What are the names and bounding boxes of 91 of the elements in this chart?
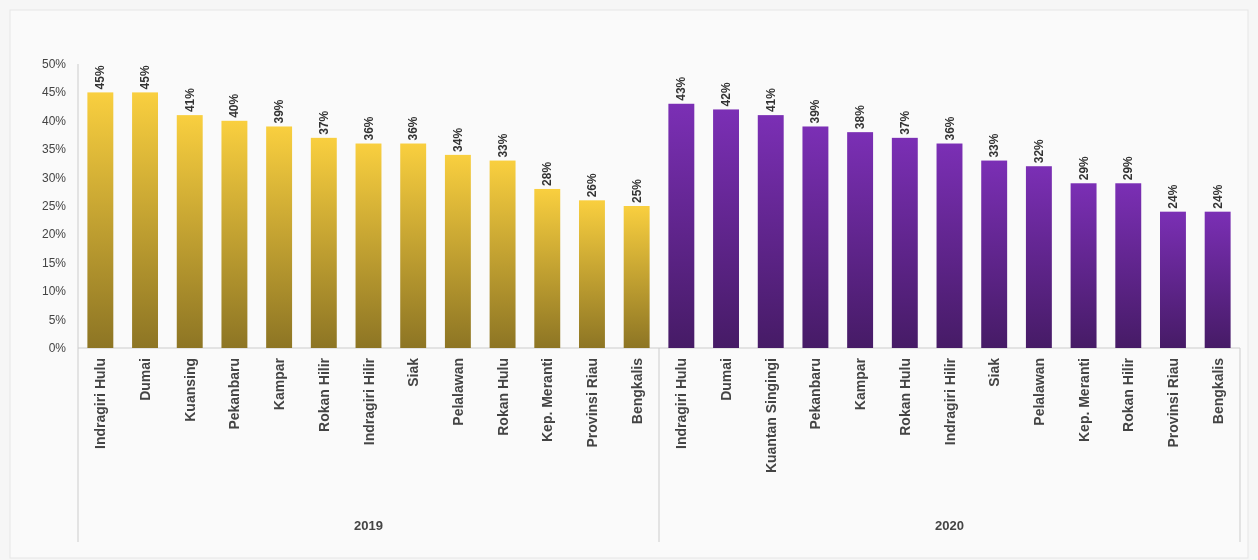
data-label: 26% (584, 172, 599, 198)
x-tick-label: Kampar (271, 357, 288, 411)
x-tick-label: Kep. Meranti (1075, 358, 1092, 443)
bar (444, 154, 471, 348)
bar (1204, 211, 1231, 348)
data-label: 45% (93, 65, 108, 90)
y-tick-label: 35% (41, 142, 67, 157)
data-label: 24% (1210, 184, 1225, 209)
data-label: 33% (495, 133, 510, 158)
text: 2020 (935, 518, 964, 533)
bar (266, 126, 293, 348)
data-label: 37% (316, 110, 331, 135)
y-tick-label: 50% (41, 57, 67, 71)
x-tick-label: Pekanbaru (807, 358, 824, 430)
bar (355, 143, 382, 348)
x-tick-label: Pelalawan (449, 358, 466, 426)
bar (579, 200, 605, 348)
bar (1025, 166, 1052, 348)
x-tick-label: Pelalawan (1030, 358, 1047, 426)
bar (623, 206, 650, 348)
data-label: 41% (763, 87, 778, 113)
x-tick-label: Pekanbaru (226, 358, 243, 430)
bar (668, 103, 695, 348)
x-tick-label: Indragiri Hilir (360, 357, 377, 446)
y-tick-label: 0% (48, 341, 67, 355)
y-tick-label: 20% (41, 227, 67, 242)
y-tick-label: 45% (41, 85, 67, 100)
x-tick-label: Rokan Hilir (315, 357, 332, 432)
data-label: 36% (942, 116, 957, 141)
y-tick-label: 10% (41, 284, 67, 299)
y-tick-label: 30% (41, 170, 67, 185)
bar (400, 143, 427, 348)
data-label: 29% (1121, 155, 1136, 181)
data-label: 39% (272, 99, 287, 124)
data-label: 34% (450, 127, 465, 152)
x-tick-label: Provinsi Riau (583, 358, 600, 448)
x-tick-label: Siak (986, 357, 1003, 387)
data-label: 29% (1076, 155, 1091, 181)
data-label: 24% (1165, 184, 1180, 209)
bar (981, 160, 1008, 348)
bar (1115, 183, 1142, 348)
bar (847, 132, 874, 348)
text: 2019 (354, 518, 383, 533)
data-label: 42% (719, 82, 734, 107)
x-tick-label: Bengkalis (628, 357, 645, 425)
data-label: 39% (808, 99, 823, 124)
bar (891, 137, 918, 348)
bar (132, 92, 158, 348)
data-label: 33% (987, 133, 1002, 158)
bar (310, 137, 337, 348)
x-tick-label: Indragiri Hulu (673, 358, 690, 449)
bar (757, 115, 784, 348)
y-tick-label: 40% (41, 113, 67, 128)
x-tick-label: Dumai (718, 358, 735, 401)
bar (802, 126, 829, 348)
data-label: 36% (406, 116, 421, 141)
bar (1160, 211, 1186, 348)
data-label: 38% (853, 104, 868, 130)
data-label: 40% (227, 93, 242, 118)
x-tick-label: Provinsi Riau (1164, 358, 1181, 448)
x-tick-label: Kampar (852, 357, 869, 411)
x-tick-label: Kuantan Singingi (762, 358, 779, 474)
data-label: 45% (138, 65, 153, 90)
data-label: 41% (182, 87, 197, 113)
x-tick-label: Siak (405, 357, 422, 387)
y-tick-label: 15% (41, 255, 67, 270)
bar (176, 115, 203, 348)
bar (534, 188, 561, 348)
y-tick-label: 5% (48, 312, 67, 327)
x-tick-label: Dumai (137, 358, 154, 401)
bar (221, 120, 248, 348)
data-label: 37% (897, 110, 912, 135)
data-label: 43% (674, 76, 689, 101)
data-label: 28% (540, 161, 555, 186)
bar (489, 160, 516, 348)
x-tick-label: Indragiri Hilir (941, 357, 958, 446)
data-label: 25% (629, 178, 644, 203)
x-tick-label: Kuansing (181, 358, 198, 422)
x-tick-label: Kep. Meranti (539, 358, 556, 443)
bar (713, 109, 739, 348)
y-tick-label: 25% (41, 199, 67, 213)
x-tick-label: Rokan Hulu (494, 358, 511, 436)
x-tick-label: Rokan Hilir (1120, 357, 1137, 432)
data-label: 36% (361, 116, 376, 141)
bar (936, 143, 963, 348)
bar (87, 92, 114, 348)
x-tick-label: Bengkalis (1209, 357, 1226, 425)
x-tick-label: Rokan Hulu (896, 358, 913, 436)
x-tick-label: Indragiri Hulu (92, 358, 109, 449)
data-label: 32% (1031, 138, 1046, 164)
bar (1070, 183, 1097, 348)
